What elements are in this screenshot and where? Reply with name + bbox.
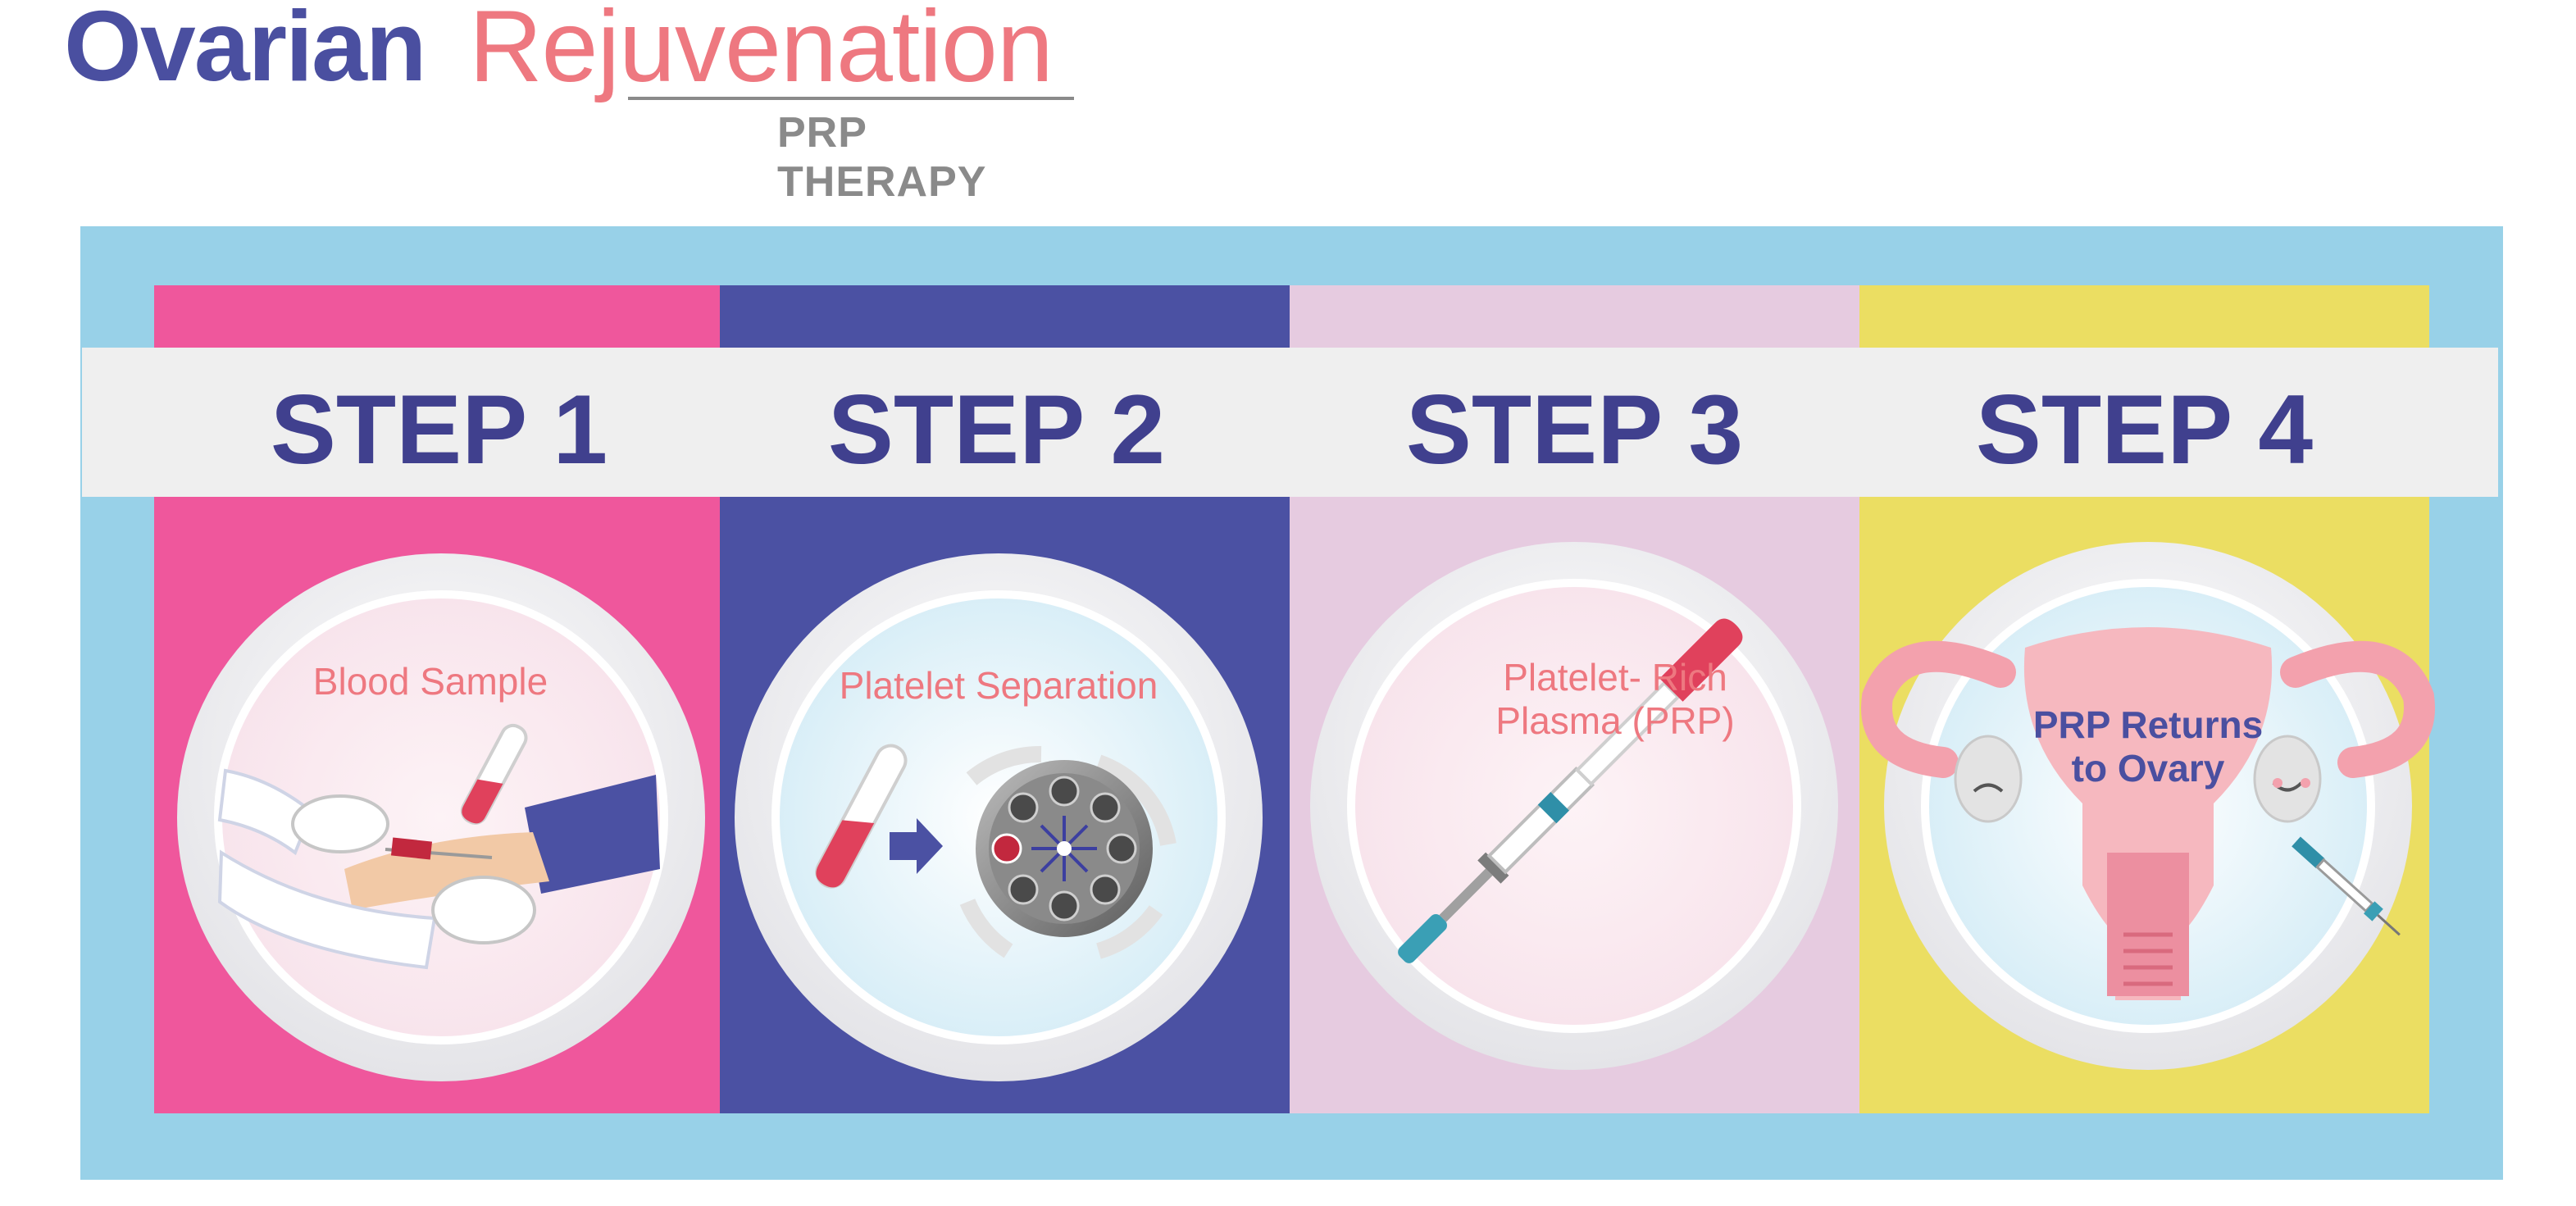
step-4-caption-line1: PRP Returns <box>2032 703 2264 746</box>
title-underline <box>628 97 1074 100</box>
uterus-ovaries-icon <box>1861 627 2435 1000</box>
subtitle: PRP THERAPY <box>777 109 987 206</box>
title-rejuvenation: Rejuvenation <box>469 0 1054 103</box>
centrifuge-icon <box>959 745 1176 959</box>
header: Ovarian Rejuvenation PRP THERAPY <box>64 0 1081 206</box>
blood-tube-icon <box>460 723 528 825</box>
step-3-caption-line1: Platelet- Rich <box>1503 656 1727 699</box>
step-2-label: STEP 2 <box>827 375 1166 485</box>
step-band <box>82 348 2498 497</box>
step-1-caption: Blood Sample <box>312 660 548 703</box>
step-3-circle <box>1310 542 1838 1070</box>
step-4-caption: PRP Returns to Ovary <box>1984 703 2312 790</box>
syringe-icon <box>2292 836 2401 936</box>
step-1-label: STEP 1 <box>270 375 608 485</box>
step-4-caption-line2: to Ovary <box>2071 746 2225 790</box>
syringe-icon <box>1398 618 1743 963</box>
step-4-label: STEP 4 <box>1975 375 2314 485</box>
step-3-label: STEP 3 <box>1405 375 1744 485</box>
blood-tube-icon <box>815 744 908 889</box>
step-3-caption-line2: Plasma (PRP) <box>1495 699 1735 742</box>
step-2-caption: Platelet Separation <box>839 664 1158 707</box>
title-ovarian: Ovarian <box>64 0 426 102</box>
hand-drawing-blood-icon <box>217 768 660 970</box>
step-3-caption: Platelet- Rich Plasma (PRP) <box>1451 656 1779 743</box>
arrow-right-icon <box>890 818 943 874</box>
